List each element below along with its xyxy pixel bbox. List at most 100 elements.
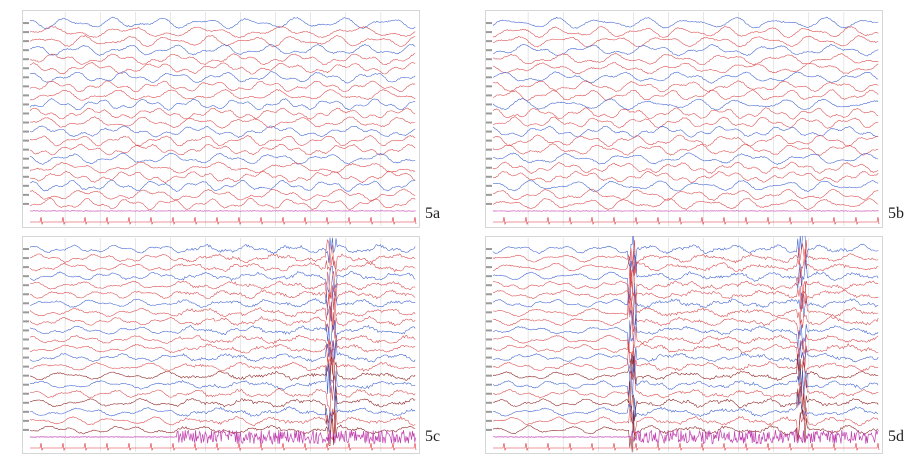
- channel-label-marker: [23, 383, 29, 386]
- channel-label-marker: [486, 248, 492, 251]
- eeg-channel-trace: [492, 370, 879, 409]
- eeg-channel-trace: [492, 71, 879, 84]
- eeg-channel-trace: [492, 283, 879, 326]
- channel-label-marker: [486, 428, 492, 431]
- eeg-channel-trace: [492, 362, 879, 400]
- eeg-channel-trace: [29, 61, 416, 75]
- eeg-channel-trace: [29, 143, 416, 156]
- channel-label-marker: [486, 22, 492, 25]
- channel-label-marker: [486, 356, 492, 359]
- eeg-channel-trace: [29, 256, 416, 277]
- channel-label-marker: [486, 121, 492, 124]
- panel-frame: [485, 10, 883, 228]
- emg-trace: [493, 428, 879, 445]
- channel-label-marker: [486, 275, 492, 278]
- eeg-channel-trace: [29, 35, 416, 48]
- channel-label-marker: [23, 329, 29, 332]
- channel-label-marker: [486, 139, 492, 142]
- channel-label-marker: [486, 311, 492, 314]
- eeg-channel-trace: [29, 53, 416, 66]
- eeg-channel-trace: [29, 285, 416, 311]
- eeg-channel-trace: [493, 62, 879, 75]
- channel-label-marker: [486, 374, 492, 377]
- channel-label-marker: [23, 31, 29, 34]
- eeg-channel-trace: [492, 198, 879, 210]
- channel-label-marker: [486, 338, 492, 341]
- ecg-trace: [30, 216, 417, 225]
- channel-label-marker: [486, 148, 492, 151]
- eeg-channel-trace: [492, 381, 879, 423]
- channel-label-marker: [486, 419, 492, 422]
- channel-label-marker: [486, 193, 492, 196]
- channel-label-marker: [23, 410, 29, 413]
- eeg-channel-trace: [30, 188, 416, 202]
- channel-label-marker: [23, 112, 29, 115]
- channel-label-marker: [23, 311, 29, 314]
- channel-label-marker: [486, 293, 492, 296]
- eeg-channel-trace: [29, 409, 416, 447]
- ecg-trace: [493, 216, 880, 225]
- eeg-channel-trace: [492, 116, 879, 129]
- channel-label-marker: [486, 76, 492, 79]
- channel-label-marker: [23, 419, 29, 422]
- channel-label-marker: [486, 329, 492, 332]
- eeg-channel-trace: [492, 247, 879, 288]
- eeg-traces-5c: [22, 236, 420, 454]
- eeg-channel-trace: [492, 269, 879, 312]
- panel-frame: [22, 236, 420, 454]
- eeg-channel-trace: [493, 152, 879, 165]
- panel-label-5a: 5a: [425, 205, 441, 222]
- channel-label-marker: [23, 428, 29, 431]
- eeg-channel-trace: [493, 407, 879, 439]
- channel-label-marker: [23, 248, 29, 251]
- eeg-channel-trace: [492, 409, 879, 453]
- channel-label-marker: [23, 76, 29, 79]
- eeg-channel-trace: [29, 135, 416, 147]
- channel-label-marker: [23, 49, 29, 52]
- eeg-channel-trace: [29, 340, 416, 365]
- eeg-channel-trace: [493, 44, 879, 57]
- eeg-channel-trace: [492, 188, 879, 201]
- eeg-channel-trace: [29, 308, 416, 339]
- eeg-channel-trace: [29, 289, 416, 322]
- channel-label-marker: [23, 374, 29, 377]
- eeg-channel-trace: [29, 80, 416, 93]
- eeg-channel-trace: [29, 395, 416, 432]
- channel-label-marker: [23, 320, 29, 323]
- eeg-channel-trace: [492, 338, 879, 368]
- eeg-channel-trace: [29, 16, 416, 30]
- channel-label-marker: [486, 85, 492, 88]
- eeg-channel-trace: [29, 125, 416, 138]
- channel-label-marker: [23, 193, 29, 196]
- channel-label-marker: [23, 347, 29, 350]
- eeg-channel-trace: [492, 170, 879, 183]
- channel-label-marker: [23, 284, 29, 287]
- eeg-channel-trace: [492, 236, 879, 271]
- channel-label-marker: [486, 257, 492, 260]
- eeg-channel-trace: [29, 71, 416, 84]
- eeg-channel-trace: [29, 170, 416, 184]
- emg-trace: [492, 210, 879, 212]
- channel-label-marker: [486, 103, 492, 106]
- ecg-trace: [30, 442, 417, 451]
- eeg-channel-trace: [29, 320, 416, 347]
- eeg-channel-trace: [492, 239, 879, 274]
- eeg-channel-trace: [492, 89, 879, 101]
- channel-label-marker: [23, 184, 29, 187]
- emg-trace: [29, 429, 416, 446]
- panel-label-5c: 5c: [425, 428, 441, 445]
- channel-label-marker: [23, 67, 29, 70]
- channel-label-marker: [23, 58, 29, 61]
- eeg-channel-trace: [29, 334, 416, 362]
- eeg-channel-trace: [29, 89, 416, 101]
- panel-frame: [485, 236, 883, 454]
- eeg-channel-trace: [29, 26, 416, 39]
- channel-label-marker: [23, 266, 29, 269]
- eeg-channel-trace: [492, 143, 879, 156]
- eeg-channel-trace: [493, 35, 879, 48]
- channel-label-marker: [23, 166, 29, 169]
- eeg-channel-trace: [492, 340, 879, 375]
- eeg-channel-trace: [492, 161, 879, 174]
- eeg-channel-trace: [492, 125, 879, 138]
- eeg-channel-trace: [29, 375, 416, 413]
